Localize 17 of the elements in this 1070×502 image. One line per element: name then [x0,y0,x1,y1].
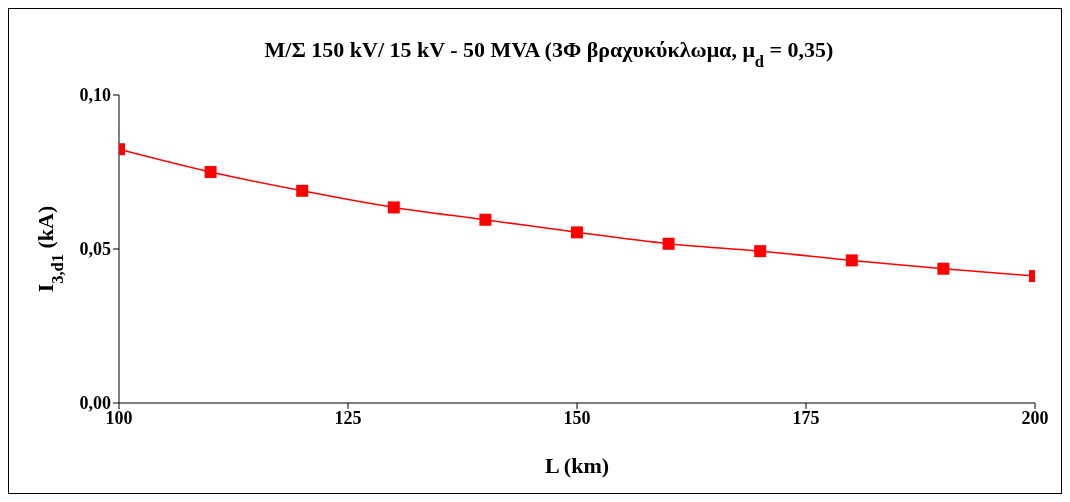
point [845,254,858,267]
point [479,213,492,226]
x-tick-label: 125 [334,407,362,428]
x-axis-title: L (km) [544,453,610,478]
point [754,245,767,258]
point [296,184,309,197]
point [204,166,217,178]
point [937,262,950,275]
x-tick-label: 175 [792,407,820,428]
x-tick-label: 150 [563,407,591,428]
y-tick-label: 0,05 [79,239,111,260]
point [571,226,583,239]
x-tick-label: 200 [1021,407,1049,428]
chart-title: M/Σ 150 kV/ 15 kV - 50 MVA (3Φ βραχυκύκλωμα, μ$_{d}$ = 0,35) [264,37,834,71]
point [662,237,675,250]
y-tick-label: 0,10 [79,85,111,106]
point [387,201,400,214]
